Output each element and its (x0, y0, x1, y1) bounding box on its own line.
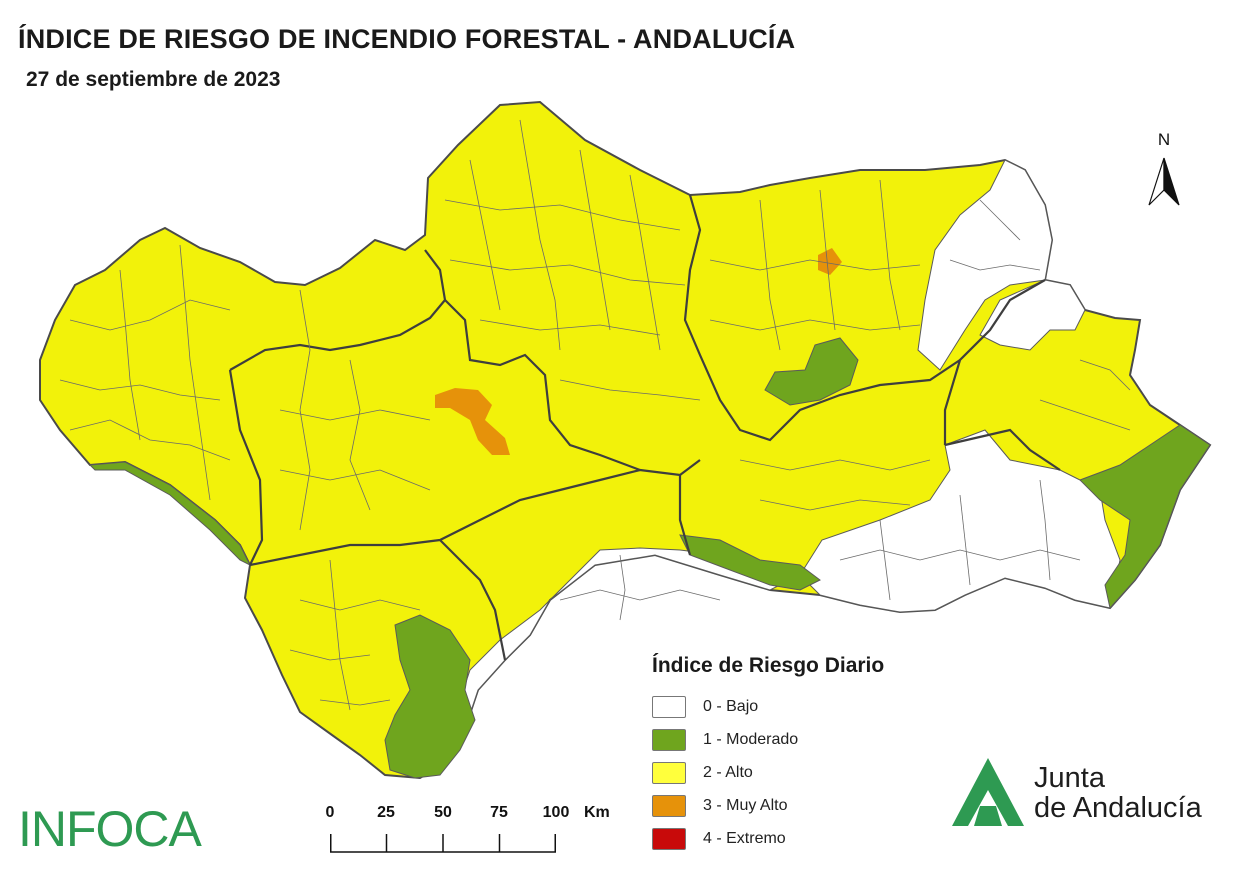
risk-area-moderado-granada (679, 534, 821, 591)
risk-area-bajo-north (979, 279, 1086, 351)
risk-area-moderado-huelva-coast (88, 461, 252, 567)
north-arrow-label: N (1157, 130, 1171, 149)
scale-bar: 0 25 50 75 100 Km (322, 800, 622, 860)
legend-title: Índice de Riesgo Diario (652, 654, 885, 677)
risk-area-moderado-cadiz (384, 614, 476, 779)
legend-item-muy-alto: 3 - Muy Alto (652, 789, 884, 822)
legend-label-alto: 2 - Alto (703, 763, 753, 781)
scale-tick-0: 0 (325, 804, 335, 821)
legend-item-moderado: 1 - Moderado (652, 723, 884, 756)
legend-swatch-muy-alto (652, 794, 686, 817)
legend-swatch-moderado (652, 728, 686, 751)
scale-tick-25: 25 (377, 804, 395, 821)
legend-item-bajo: 0 - Bajo (652, 690, 884, 723)
scale-tick-50: 50 (434, 804, 452, 821)
infoca-logo: INFOCA (18, 801, 202, 857)
scale-tick-100: 100 (542, 804, 570, 821)
legend-label-extremo: 4 - Extremo (703, 829, 786, 847)
legend-label-muy-alto: 3 - Muy Alto (703, 796, 788, 814)
risk-area-muy-alto-cordoba (435, 388, 510, 455)
scale-unit: Km (584, 804, 610, 821)
legend: Índice de Riesgo Diario 0 - Bajo 1 - Mod… (652, 654, 884, 855)
junta-andalucia-logo: Junta de Andalucía (950, 756, 1210, 832)
north-arrow: N (1144, 130, 1184, 210)
legend-item-extremo: 4 - Extremo (652, 822, 884, 855)
risk-area-bajo-east (917, 159, 1053, 371)
legend-label-moderado: 1 - Moderado (703, 730, 799, 748)
risk-area-moderado-almeria (1079, 424, 1211, 610)
risk-area-moderado-jaen (764, 337, 859, 406)
risk-area-muy-alto-jaen (818, 248, 842, 275)
junta-text-line2: de Andalucía (1034, 792, 1202, 824)
municipal-boundaries (59, 119, 1131, 711)
map-date: 27 de septiembre de 2023 (26, 68, 281, 91)
north-arrow-icon (1148, 157, 1180, 206)
scale-bar-line (330, 834, 556, 853)
legend-swatch-extremo (652, 827, 686, 850)
scale-tick-75: 75 (490, 804, 508, 821)
junta-andalucia-icon (952, 758, 1024, 826)
legend-swatch-alto (652, 761, 686, 784)
junta-text-line1: Junta (1034, 762, 1105, 794)
legend-item-alto: 2 - Alto (652, 756, 884, 789)
legend-swatch-bajo (652, 695, 686, 718)
legend-label-bajo: 0 - Bajo (703, 697, 759, 715)
map-title: ÍNDICE DE RIESGO DE INCENDIO FORESTAL - … (18, 24, 796, 54)
province-boundaries (228, 194, 1061, 661)
